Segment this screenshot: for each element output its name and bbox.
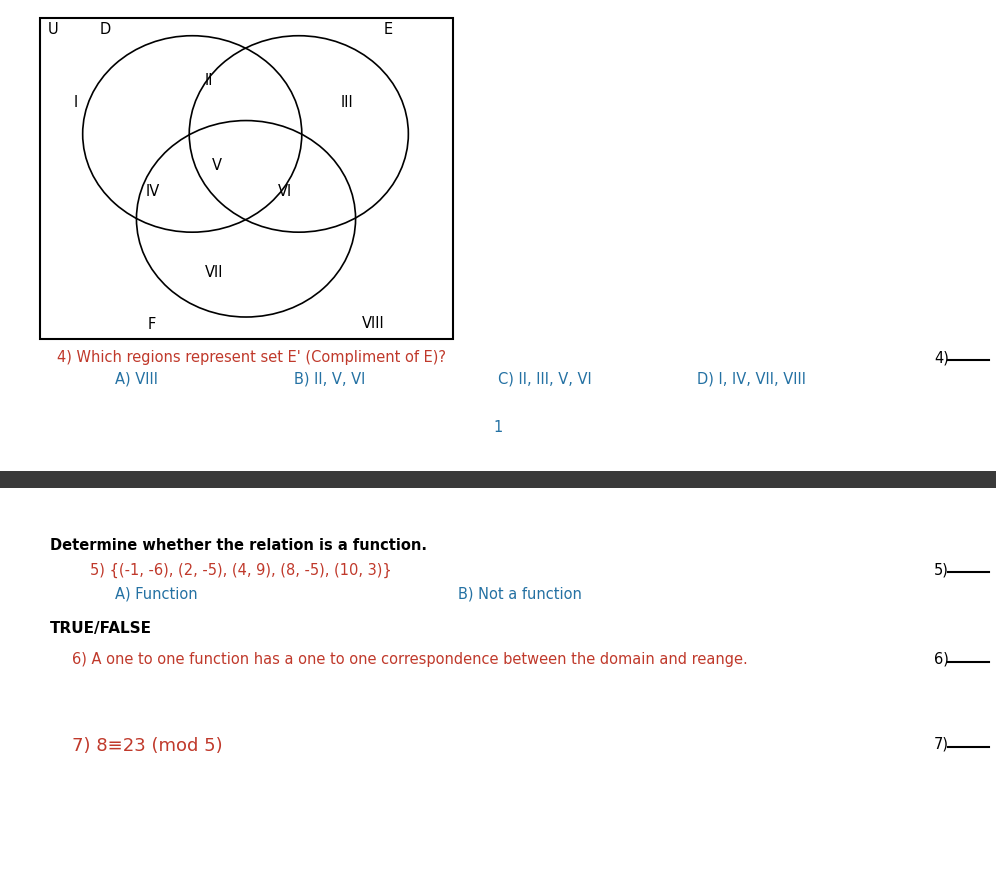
Text: VI: VI — [278, 185, 292, 199]
Text: 6) A one to one function has a one to one correspondence between the domain and : 6) A one to one function has a one to on… — [72, 652, 747, 667]
Text: 4): 4) — [934, 350, 949, 365]
Text: A) VIII: A) VIII — [115, 371, 157, 387]
Text: B) Not a function: B) Not a function — [458, 587, 582, 602]
Bar — [40, 18, 453, 339]
Text: Determine whether the relation is a function.: Determine whether the relation is a func… — [50, 538, 427, 554]
Text: IV: IV — [145, 185, 159, 199]
Text: 1: 1 — [493, 420, 503, 435]
Text: 5) {(-1, -6), (2, -5), (4, 9), (8, -5), (10, 3)}: 5) {(-1, -6), (2, -5), (4, 9), (8, -5), … — [90, 563, 391, 578]
Text: II: II — [205, 73, 213, 88]
Text: D) I, IV, VII, VIII: D) I, IV, VII, VIII — [697, 371, 806, 387]
Text: VII: VII — [205, 265, 223, 280]
Text: I: I — [74, 96, 78, 110]
Text: F: F — [147, 317, 155, 332]
Bar — [0, 471, 996, 488]
Text: 7) 8≡23 (mod 5): 7) 8≡23 (mod 5) — [72, 737, 222, 755]
Text: TRUE/FALSE: TRUE/FALSE — [50, 621, 151, 636]
Text: A) Function: A) Function — [115, 587, 197, 602]
Text: C) II, III, V, VI: C) II, III, V, VI — [498, 371, 592, 387]
Text: 6): 6) — [934, 652, 949, 667]
Text: 5): 5) — [934, 563, 949, 578]
Text: U: U — [48, 22, 59, 38]
Text: VIII: VIII — [363, 316, 384, 330]
Text: 4) Which regions represent set E' (Compliment of E)?: 4) Which regions represent set E' (Compl… — [57, 350, 446, 365]
Text: D: D — [100, 22, 111, 38]
Text: B) II, V, VI: B) II, V, VI — [294, 371, 366, 387]
Text: III: III — [341, 96, 353, 110]
Text: V: V — [212, 158, 222, 172]
Text: 7): 7) — [934, 737, 949, 752]
Text: E: E — [383, 22, 392, 38]
